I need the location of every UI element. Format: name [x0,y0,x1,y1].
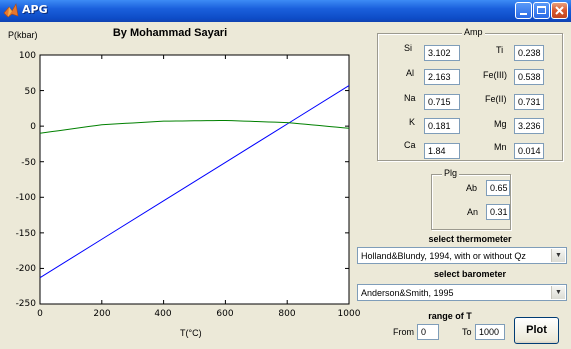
y-tick-label: -150 [15,229,36,239]
amp-label-mg: Mg [494,119,507,129]
range-heading: range of T [428,311,472,321]
y-tick-label: -50 [21,158,36,168]
y-tick-label: 50 [24,87,36,97]
minimize-button[interactable] [515,2,532,19]
figure-window: P(kbar) By Mohammad Sayari 100 50 0 -50 … [0,22,571,349]
x-tick-label: 0 [37,309,43,319]
x-tick-label: 800 [278,309,296,319]
close-button[interactable] [551,2,568,19]
ti-input[interactable]: 0.238 [514,45,544,61]
maximize-button[interactable] [533,2,550,19]
x-tick-label: 600 [216,309,234,319]
fe2-input[interactable]: 0.731 [514,94,544,110]
si-input[interactable]: 3.102 [424,45,460,61]
y-tick-label: 100 [18,51,36,61]
x-ticks [39,55,350,304]
y-tick-label: 0 [30,122,36,132]
x-tick-label: 200 [93,309,111,319]
amp-label-fe3: Fe(III) [483,70,507,80]
amp-label-na: Na [404,93,416,103]
plot-button[interactable]: Plot [514,317,559,344]
plg-label-ab: Ab [466,183,478,193]
amp-label-fe2: Fe(II) [485,94,507,104]
chevron-down-icon[interactable]: ▼ [551,286,565,299]
amp-label-mn: Mn [494,142,507,152]
to-input[interactable]: 1000 [475,324,505,340]
amp-label-al: Al [406,68,415,78]
title-bar[interactable]: APG [0,0,571,22]
from-input[interactable]: 0 [417,324,439,340]
window-title: APG [22,3,48,16]
barometer-selected: Anderson&Smith, 1995 [361,288,454,298]
k-input[interactable]: 0.181 [424,118,460,134]
series-line-blue [39,85,350,279]
maximize-icon [537,6,546,14]
mg-input[interactable]: 3.236 [514,118,544,134]
amp-panel-title: Amp [462,27,485,37]
x-axis-label: T(°C) [180,328,202,338]
thermometer-select[interactable]: Holland&Blundy, 1994, with or without Qz… [357,247,567,264]
mn-input[interactable]: 0.014 [514,143,544,159]
chevron-down-icon[interactable]: ▼ [551,249,565,262]
amp-label-ca: Ca [404,140,416,150]
amp-label-ti: Ti [496,45,504,55]
ca-input[interactable]: 1.84 [424,143,460,159]
fe3-input[interactable]: 0.538 [514,69,544,85]
axes-box [39,54,350,305]
series-line-green [39,119,350,134]
plg-panel [431,174,511,230]
to-label: To [462,327,472,337]
y-axis-label: P(kbar) [8,30,38,40]
x-tick-label: 400 [154,309,172,319]
matlab-logo-icon [3,3,19,18]
plot-title: By Mohammad Sayari [112,27,228,39]
x-tick-label: 1000 [337,309,361,319]
thermometer-selected: Holland&Blundy, 1994, with or without Qz [361,251,526,261]
y-tick-label: -250 [15,299,36,309]
amp-label-k: K [409,117,416,127]
al-input[interactable]: 2.163 [424,69,460,85]
y-tick-label: -100 [15,193,36,203]
amp-label-si: Si [404,43,413,53]
barometer-heading: select barometer [433,269,507,279]
minimize-icon [520,13,527,15]
close-icon [555,6,564,15]
an-input[interactable]: 0.31 [486,204,510,220]
barometer-select[interactable]: Anderson&Smith, 1995 ▼ [357,284,567,301]
plg-panel-title: Plg [442,168,460,178]
thermometer-heading: select thermometer [428,234,512,244]
from-label: From [393,327,414,337]
y-ticks [40,54,349,305]
na-input[interactable]: 0.715 [424,94,460,110]
y-tick-label: -200 [15,264,36,274]
plg-label-an: An [467,207,479,217]
plot-axes[interactable] [0,22,360,349]
ab-input[interactable]: 0.65 [486,180,510,196]
